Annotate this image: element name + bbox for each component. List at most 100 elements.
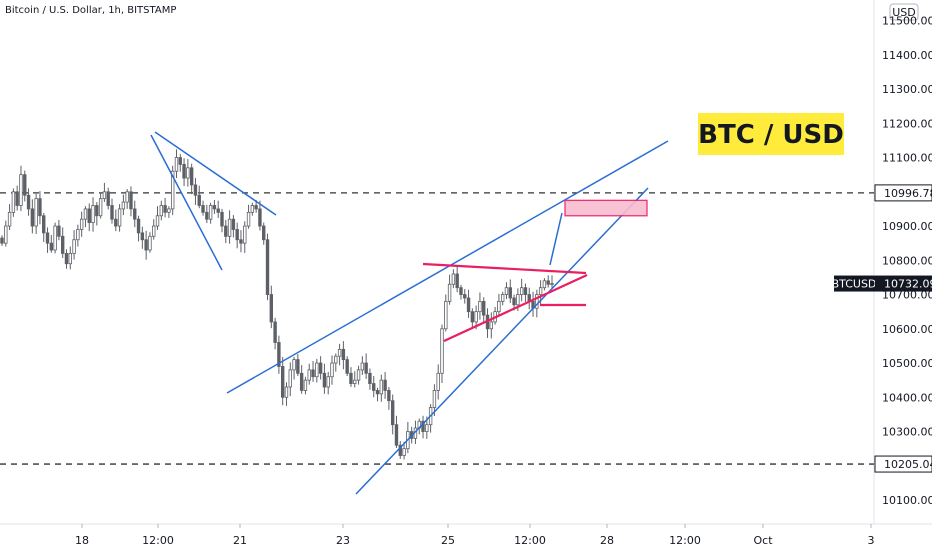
candle-body (114, 218, 118, 227)
x-tick-label: 18 (75, 534, 89, 547)
candle-body (489, 321, 494, 330)
candle-body (106, 191, 110, 206)
candle-body (34, 198, 38, 227)
candle-body (356, 369, 361, 381)
candle-body (500, 294, 505, 302)
candle-body (262, 225, 266, 241)
y-tick-label: 11500.00 (882, 15, 932, 28)
candle-body (398, 444, 402, 456)
candle-body (182, 163, 186, 179)
candle-body (466, 297, 471, 313)
candle-body (334, 355, 338, 364)
x-axis-ticks: 18 12:00 21 23 25 12:00 28 12:00 Oct 3 (75, 524, 875, 547)
currency-box[interactable] (889, 3, 919, 21)
candle-body (95, 205, 99, 217)
candle-body (372, 383, 376, 391)
triangle-lower-line (443, 274, 588, 342)
level-price-box (874, 184, 932, 202)
candle-body (497, 300, 501, 313)
candle-body (299, 372, 304, 391)
candle-body (220, 211, 224, 227)
candle-body (265, 239, 270, 295)
candle-body (512, 297, 516, 306)
currency-label: USD (892, 6, 916, 19)
candle-body (76, 229, 80, 241)
symbol-title: Bitcoin / U.S. Dollar, 1h, BITSTAMP (5, 5, 176, 16)
candle-body (390, 400, 395, 426)
y-tick-label: 10400.00 (882, 391, 932, 404)
candle-body (246, 211, 251, 227)
candle-body (193, 184, 198, 196)
candle-body (421, 420, 425, 432)
candle-body (311, 369, 315, 378)
plot-area[interactable] (0, 0, 874, 524)
candle-body (38, 198, 42, 217)
candle-body (546, 280, 550, 285)
candle-body (212, 205, 217, 210)
candle-body (379, 379, 384, 395)
candle-body (64, 253, 69, 265)
candle-body (432, 390, 437, 408)
y-tick-label: 10900.00 (882, 220, 932, 233)
candle-body (292, 359, 296, 371)
candle-body (19, 174, 23, 206)
candle-body (91, 205, 95, 224)
candle-body (79, 218, 84, 230)
candle-body (303, 379, 308, 391)
candle-body (474, 311, 478, 323)
candle-body (368, 372, 372, 384)
candle-body (444, 300, 448, 330)
candle-body (49, 242, 54, 251)
candle-body (280, 366, 285, 398)
candle-body (277, 342, 281, 367)
y-tick-label: 11100.00 (882, 152, 932, 165)
candle-body (174, 157, 179, 172)
candle-body (455, 273, 459, 289)
candle-body (189, 167, 194, 186)
candle-body (72, 239, 76, 254)
candle-body (110, 205, 114, 220)
candle-body (307, 369, 311, 381)
candle-body (4, 225, 8, 244)
candle-body (30, 208, 35, 227)
candle-body (167, 208, 171, 213)
candle-body (353, 379, 357, 384)
candle-body (504, 287, 509, 295)
candle-body (121, 201, 126, 210)
x-tick-label: 3 (868, 534, 875, 547)
candle-body (258, 208, 262, 227)
candle-body (459, 287, 463, 295)
candle-body (349, 372, 353, 384)
y-tick-label: 11300.00 (882, 83, 932, 96)
candle-body (136, 218, 141, 234)
current-price-label: 10732.09 (884, 278, 932, 291)
title-badge-text: BTC / USD (698, 120, 844, 150)
candle-body (239, 239, 243, 244)
candle-body (425, 424, 429, 432)
candle-body (26, 194, 31, 210)
y-tick-label: 10700.00 (882, 289, 932, 302)
candle-body (15, 191, 19, 206)
candle-body (148, 235, 152, 251)
horizontal-levels[interactable] (0, 192, 874, 465)
candle-body (243, 225, 247, 244)
candle-body (152, 225, 156, 237)
candle-body (117, 208, 122, 227)
candle-body (535, 294, 539, 309)
candle-body (296, 359, 300, 374)
x-tick-label: 12:00 (142, 534, 174, 547)
candle-body (341, 348, 346, 361)
candle-body (205, 211, 209, 220)
candle-body (318, 362, 323, 374)
drawings[interactable] (150, 131, 669, 495)
current-symbol-label: BTCUSD (832, 278, 877, 291)
y-tick-label: 10100.00 (882, 494, 932, 507)
candle-body (402, 448, 406, 456)
candle-body (478, 300, 482, 313)
candle-body (315, 362, 319, 378)
candle-body (159, 205, 164, 217)
candle-body (227, 218, 232, 237)
candle-body (470, 311, 475, 323)
candle-body (254, 205, 258, 210)
